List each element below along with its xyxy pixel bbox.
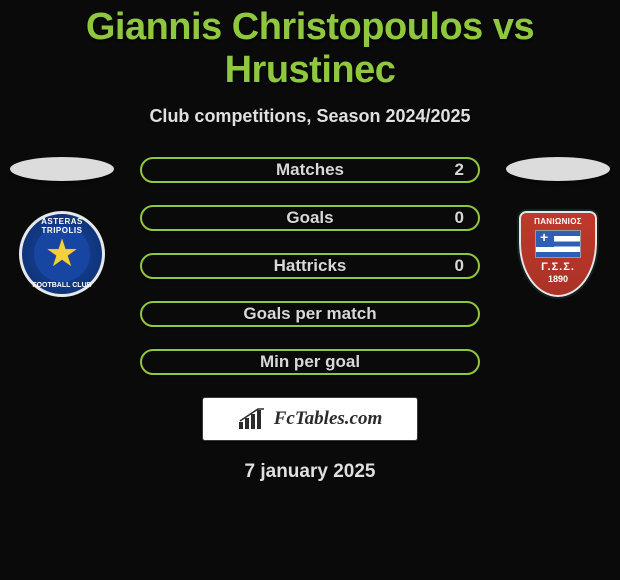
snapshot-date: 7 january 2025 [0, 461, 620, 483]
page-title: Giannis Christopoulos vs Hrustinec [0, 0, 620, 92]
asteras-logo: ASTERAS TRIPOLIS ★ FOOTBALL CLUB [19, 211, 105, 297]
bar-label: Goals [286, 208, 333, 228]
bar-value: 0 [455, 208, 464, 228]
bar-label: Hattricks [274, 256, 347, 276]
fctables-text: FcTables.com [274, 408, 383, 430]
asteras-ring-text: ASTERAS TRIPOLIS [22, 217, 102, 235]
panionios-year: 1890 [548, 274, 568, 284]
bars-icon [238, 408, 268, 430]
right-club-logo: ΠΑΝΙΩΝΙΟΣ Γ.Σ.Σ. 1890 [509, 209, 607, 299]
greek-flag-icon [535, 230, 581, 258]
comparison-row: ASTERAS TRIPOLIS ★ FOOTBALL CLUB Matches… [0, 157, 620, 375]
stat-bars: Matches 2 Goals 0 Hattricks 0 Goals per … [140, 157, 480, 375]
bar-goals-per-match: Goals per match [140, 301, 480, 327]
bar-label: Min per goal [260, 352, 360, 372]
left-club-logo: ASTERAS TRIPOLIS ★ FOOTBALL CLUB [13, 209, 111, 299]
panionios-gss: Γ.Σ.Σ. [541, 261, 575, 273]
bar-matches: Matches 2 [140, 157, 480, 183]
bar-value: 2 [455, 160, 464, 180]
panionios-top: ΠΑΝΙΩΝΙΟΣ [534, 217, 582, 226]
right-side: ΠΑΝΙΩΝΙΟΣ Γ.Σ.Σ. 1890 [498, 157, 618, 299]
subtitle: Club competitions, Season 2024/2025 [0, 106, 620, 127]
left-player-placeholder [10, 157, 114, 181]
star-icon: ★ [45, 235, 79, 273]
bar-goals: Goals 0 [140, 205, 480, 231]
left-side: ASTERAS TRIPOLIS ★ FOOTBALL CLUB [2, 157, 122, 299]
fctables-badge[interactable]: FcTables.com [202, 397, 418, 441]
bar-min-per-goal: Min per goal [140, 349, 480, 375]
asteras-ring-sub: FOOTBALL CLUB [22, 282, 102, 289]
bar-label: Matches [276, 160, 344, 180]
bar-label: Goals per match [243, 304, 376, 324]
panionios-logo: ΠΑΝΙΩΝΙΟΣ Γ.Σ.Σ. 1890 [517, 209, 599, 299]
bar-value: 0 [455, 256, 464, 276]
bar-hattricks: Hattricks 0 [140, 253, 480, 279]
right-player-placeholder [506, 157, 610, 181]
